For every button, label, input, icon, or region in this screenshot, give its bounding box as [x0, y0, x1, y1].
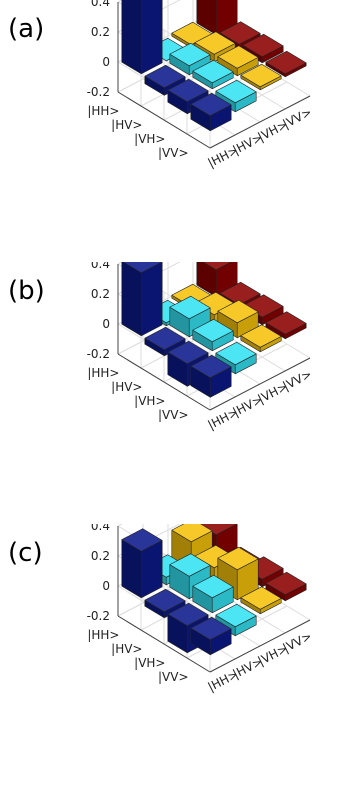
row-tick-label: |HH> [87, 366, 119, 380]
bar-face [121, 0, 142, 75]
bar-top [240, 63, 282, 88]
z-tick-label: -0.2 [87, 609, 110, 623]
bar [121, 262, 163, 337]
bar-top [242, 33, 284, 58]
bar-top [122, 262, 163, 274]
bars [121, 0, 307, 132]
z-tick-label: 0.2 [91, 287, 110, 301]
row-tick-label: |HH> [87, 628, 119, 642]
bar-top [265, 50, 307, 75]
bar-top [190, 616, 232, 641]
bar [217, 45, 259, 77]
bar-top [219, 21, 261, 45]
row-tick-label: |VV> [158, 146, 189, 160]
bar-top [192, 574, 234, 599]
row-tick-label: |VV> [158, 408, 189, 422]
bar-top [192, 318, 234, 343]
bar3d-chart: 0.40.20-0.2|HH>|HV>|VH>|VV> |HH>|HV>|VH>|… [87, 524, 314, 694]
row-tick-label: |VH> [134, 394, 165, 408]
col-axis [209, 95, 311, 149]
row-axis [117, 353, 211, 411]
bar-top [190, 92, 232, 117]
chart-panel-a: (a) 0.4 0.2 0 -0.2 |HH> |HV> |VH> |VV> |HH> |HV> |… [0, 0, 347, 262]
bar-top [202, 262, 232, 271]
bar [265, 50, 307, 78]
bar [121, 0, 163, 75]
col-axis [209, 619, 311, 673]
panel-label: (b) [8, 276, 45, 306]
z-tick-label: 0 [102, 317, 110, 331]
bars [121, 262, 307, 398]
bar [192, 574, 234, 614]
bar-face [140, 0, 163, 75]
bar [265, 571, 307, 602]
bar-top [219, 281, 261, 306]
bar [190, 616, 232, 656]
panel-label: (c) [8, 538, 43, 568]
row-axis [117, 91, 211, 149]
bar-top [167, 602, 209, 627]
row-tick-label: |HV> [111, 380, 142, 394]
bar-top [215, 341, 257, 366]
panel-label: (a) [8, 14, 45, 44]
bar [121, 528, 163, 599]
row-tick-label: |VH> [134, 132, 165, 146]
bar-top [217, 45, 259, 69]
z-tick-label: -0.2 [87, 85, 110, 99]
bar-top [121, 528, 163, 552]
z-tick-label: 0.2 [91, 25, 110, 39]
bar-top [240, 586, 282, 610]
bar-top [265, 571, 307, 596]
bar-top [169, 553, 211, 577]
bar-top [240, 324, 282, 348]
bar3d-chart: 0.40.20-0.2|HH>|HV>|VH>|VV> |HH>|HV>|VH>|… [87, 262, 314, 432]
z-tick-label: -0.2 [87, 347, 110, 361]
bar-face [121, 262, 142, 337]
chart-panel-c: (c) 0.4 0.2 0 -0.2 |HH> |HV> |VH> |VV> |HH> |HV> |… [0, 524, 347, 786]
bar [192, 59, 234, 90]
bar-top [192, 59, 234, 84]
bar-top [144, 326, 186, 351]
chart-panel-b: (b) 0.4 0.2 0 -0.2 |HH> |HV> |VH> |VV> |HH> |HV> |… [0, 262, 347, 524]
bar-top [265, 311, 307, 335]
bar [240, 586, 282, 615]
row-tick-label: |HV> [111, 118, 142, 132]
bar-top [217, 546, 259, 571]
bar-face [196, 0, 217, 36]
bar3d-chart: 0.40.20-0.2|HH>|HV>|VH>|VV> |HH>|HV>|VH>|… [87, 0, 314, 170]
bar-top [194, 31, 236, 55]
row-tick-label: |HH> [87, 104, 119, 118]
z-tick-label: 0.4 [91, 524, 110, 533]
bar [192, 318, 234, 352]
col-axis [209, 357, 311, 411]
bar-top [171, 524, 213, 543]
bar [240, 63, 282, 91]
bar-top [144, 588, 186, 613]
bar [190, 354, 232, 398]
row-tick-label: |VH> [134, 656, 165, 670]
z-tick-label: 0 [102, 579, 110, 593]
bar-top [167, 340, 209, 365]
bar [190, 92, 232, 132]
row-axis [117, 615, 211, 673]
bar-top [190, 354, 232, 379]
bar-top [215, 79, 257, 104]
bar [240, 324, 282, 353]
bar [265, 311, 307, 340]
bar-face [140, 262, 163, 337]
row-tick-label: |VV> [158, 670, 189, 684]
bars [121, 524, 307, 656]
bar-top [169, 42, 211, 67]
bar-top [169, 295, 211, 320]
row-tick-label: |HV> [111, 642, 142, 656]
z-tick-label: 0.2 [91, 549, 110, 563]
bar-top [167, 78, 209, 103]
bar-top [217, 299, 259, 324]
z-tick-label: 0.4 [91, 0, 110, 9]
z-tick-label: 0 [102, 55, 110, 69]
bar-top [215, 603, 257, 628]
bar-top [144, 64, 186, 89]
z-tick-label: 0.4 [91, 262, 110, 271]
bar [169, 42, 211, 76]
